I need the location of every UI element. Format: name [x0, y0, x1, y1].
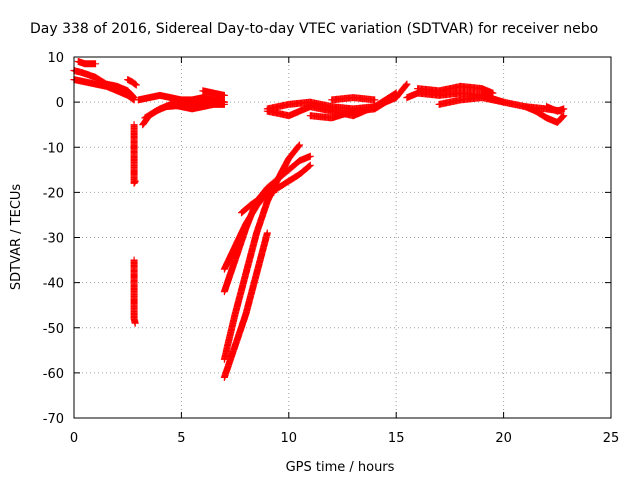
series-d3 [220, 229, 271, 381]
chart-title: Day 338 of 2016, Sidereal Day-to-day VTE… [30, 21, 598, 37]
series-e2 [306, 91, 400, 122]
data-point-marks [328, 94, 379, 104]
y-tick-labels: 10 0 -10 -20 -30 -40 -50 -60 -70 [43, 51, 64, 427]
data-point-marks [130, 256, 139, 327]
series-f3 [521, 103, 568, 126]
x-tick-label: 10 [281, 431, 298, 446]
series-a3 [124, 76, 140, 89]
series-d4 [238, 188, 278, 217]
data-point-marks [141, 96, 228, 122]
data-point-marks [238, 188, 278, 217]
series-a2 [74, 58, 99, 68]
series-b2 [141, 96, 228, 122]
series-d2 [220, 141, 303, 363]
plot-frame [73, 56, 612, 419]
data-point-marks [521, 103, 568, 126]
x-tick-label: 15 [388, 431, 405, 446]
data-point-marks [74, 58, 99, 68]
y-tick-label: -10 [43, 141, 64, 156]
series-f1 [414, 82, 497, 97]
series-f4 [543, 103, 568, 115]
x-tick-label: 25 [603, 431, 620, 446]
data-point-marks [124, 76, 140, 89]
y-tick-label: -50 [43, 322, 64, 337]
x-tick-label: 5 [177, 431, 185, 446]
y-tick-label: -60 [43, 367, 64, 382]
x-tick-label: 20 [495, 431, 512, 446]
y-tick-label: -40 [43, 277, 64, 292]
data-point-marks [435, 94, 508, 108]
data-point-marks [199, 87, 228, 99]
data-point-marks [130, 121, 139, 187]
x-axis-label: GPS time / hours [286, 460, 395, 475]
y-axis-label: SDTVAR / TECUs [9, 184, 24, 291]
series-c1 [130, 256, 139, 327]
data-point-marks [220, 229, 271, 381]
y-tick-label: -20 [43, 186, 64, 201]
data-point-marks [220, 141, 303, 363]
y-tick-label: 10 [47, 51, 64, 66]
data-point-marks [403, 89, 566, 115]
x-tick-labels: 0 5 10 15 20 25 [70, 431, 619, 446]
data-point-marks [306, 91, 400, 122]
y-tick-label: -70 [43, 412, 64, 427]
data-points [70, 58, 568, 381]
series-f0 [403, 89, 566, 115]
series-c0 [130, 121, 139, 187]
series-b3 [199, 87, 228, 99]
x-tick-label: 0 [70, 431, 78, 446]
data-point-marks [414, 82, 497, 97]
y-tick-label: -30 [43, 232, 64, 247]
series-e3 [328, 94, 379, 104]
series-f2 [435, 94, 508, 108]
y-tick-label: 0 [56, 96, 64, 111]
data-point-marks [543, 103, 568, 115]
